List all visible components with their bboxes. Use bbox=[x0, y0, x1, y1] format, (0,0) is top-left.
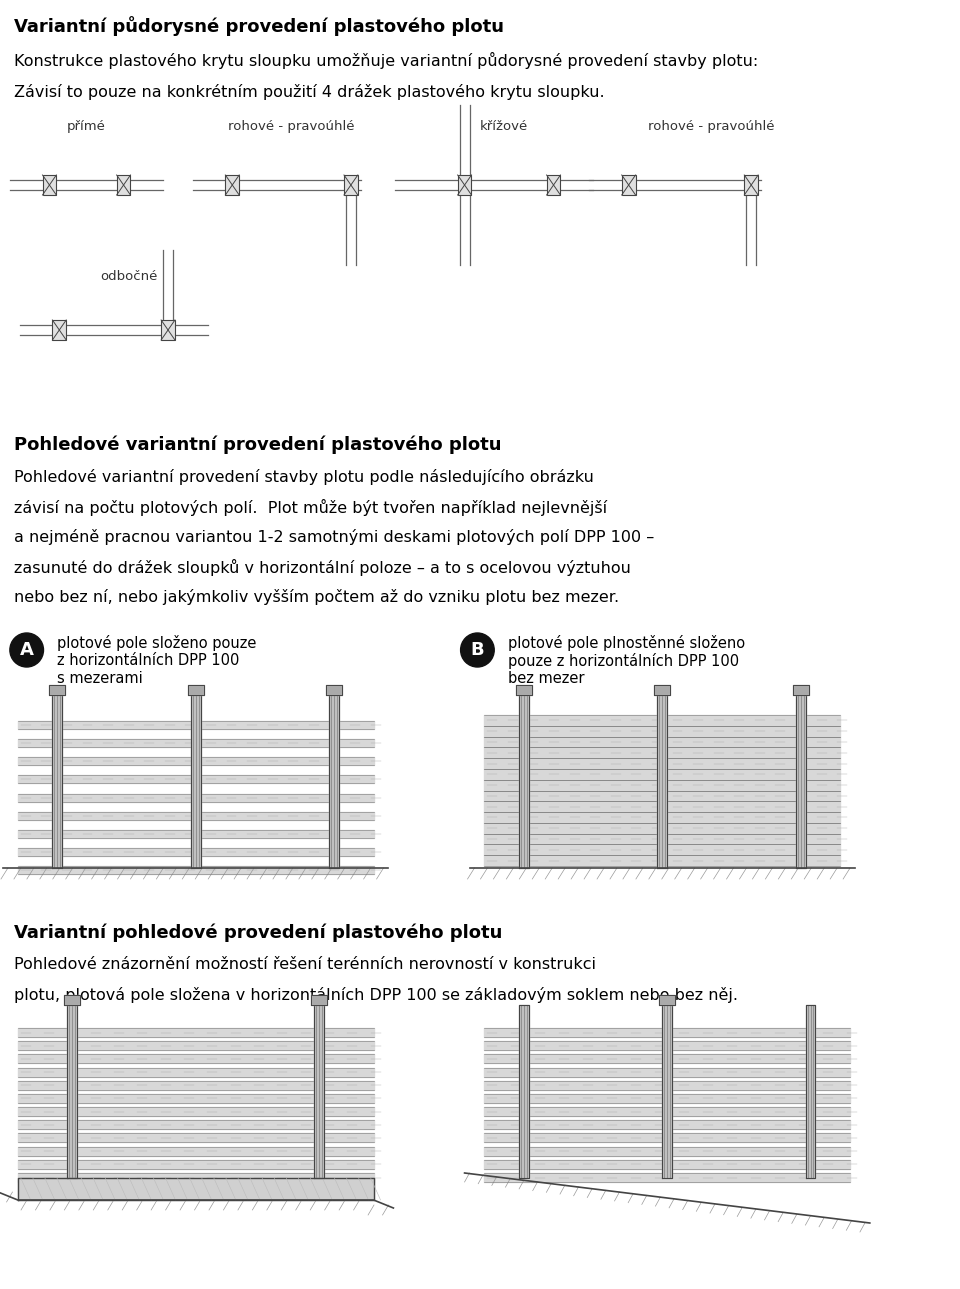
Text: plotové pole plnostěnné složeno: plotové pole plnostěnné složeno bbox=[508, 635, 745, 651]
Bar bbox=[116, 175, 131, 195]
Bar bbox=[42, 175, 57, 195]
Text: bez mezer: bez mezer bbox=[508, 672, 585, 686]
Text: s mezerami: s mezerami bbox=[58, 672, 143, 686]
Text: Pohledové variantní provedení stavby plotu podle následujícího obrázku: Pohledové variantní provedení stavby plo… bbox=[13, 469, 593, 485]
Text: B: B bbox=[470, 641, 484, 659]
Text: Závisí to pouze na konkrétním použití 4 drážek plastového krytu sloupku.: Závisí to pouze na konkrétním použití 4 … bbox=[13, 84, 605, 101]
Bar bbox=[546, 175, 561, 195]
Text: plotu, plotová pole složena v horizontálních DPP 100 se základovým soklem nebo b: plotu, plotová pole složena v horizontál… bbox=[13, 987, 738, 1003]
Text: Variantní půdorysné provedení plastového plotu: Variantní půdorysné provedení plastového… bbox=[13, 15, 504, 36]
Text: pouze z horizontálních DPP 100: pouze z horizontálních DPP 100 bbox=[508, 654, 739, 669]
Text: Konstrukce plastového krytu sloupku umožňuje variantní půdorysné provedení stavb: Konstrukce plastového krytu sloupku umož… bbox=[13, 52, 758, 70]
Text: Pohledové znázornění možností řešení terénních nerovností v konstrukci: Pohledové znázornění možností řešení ter… bbox=[13, 956, 596, 972]
Circle shape bbox=[10, 633, 43, 666]
Text: Variantní pohledové provedení plastového plotu: Variantní pohledové provedení plastového… bbox=[13, 923, 502, 941]
Bar bbox=[226, 175, 239, 195]
Circle shape bbox=[461, 633, 494, 666]
Text: A: A bbox=[20, 641, 34, 659]
Text: a nejméně pracnou variantou 1-2 samotnými deskami plotových polí DPP 100 –: a nejméně pracnou variantou 1-2 samotným… bbox=[13, 528, 654, 545]
Bar bbox=[744, 175, 758, 195]
Text: plotové pole složeno pouze: plotové pole složeno pouze bbox=[58, 635, 256, 651]
Text: závisí na počtu plotových polí.  Plot může být tvořen například nejlevnější: závisí na počtu plotových polí. Plot můž… bbox=[13, 499, 607, 516]
Text: nebo bez ní, nebo jakýmkoliv vyšším počtem až do vzniku plotu bez mezer.: nebo bez ní, nebo jakýmkoliv vyšším počt… bbox=[13, 589, 619, 605]
Text: odbočné: odbočné bbox=[100, 269, 157, 284]
Text: rohové - pravoúhlé: rohové - pravoúhlé bbox=[648, 120, 775, 133]
Text: Pohledové variantní provedení plastového plotu: Pohledové variantní provedení plastového… bbox=[13, 434, 501, 454]
Text: rohové - pravoúhlé: rohové - pravoúhlé bbox=[228, 120, 355, 133]
Bar bbox=[161, 320, 175, 340]
Text: z horizontálních DPP 100: z horizontálních DPP 100 bbox=[58, 654, 240, 668]
Bar bbox=[344, 175, 358, 195]
Text: přímé: přímé bbox=[66, 120, 106, 133]
Text: křížové: křížové bbox=[480, 120, 528, 133]
Bar bbox=[53, 320, 66, 340]
Text: zasunuté do drážek sloupků v horizontální poloze – a to s ocelovou výztuhou: zasunuté do drážek sloupků v horizontáln… bbox=[13, 559, 631, 576]
Bar bbox=[458, 175, 471, 195]
Bar bbox=[622, 175, 636, 195]
